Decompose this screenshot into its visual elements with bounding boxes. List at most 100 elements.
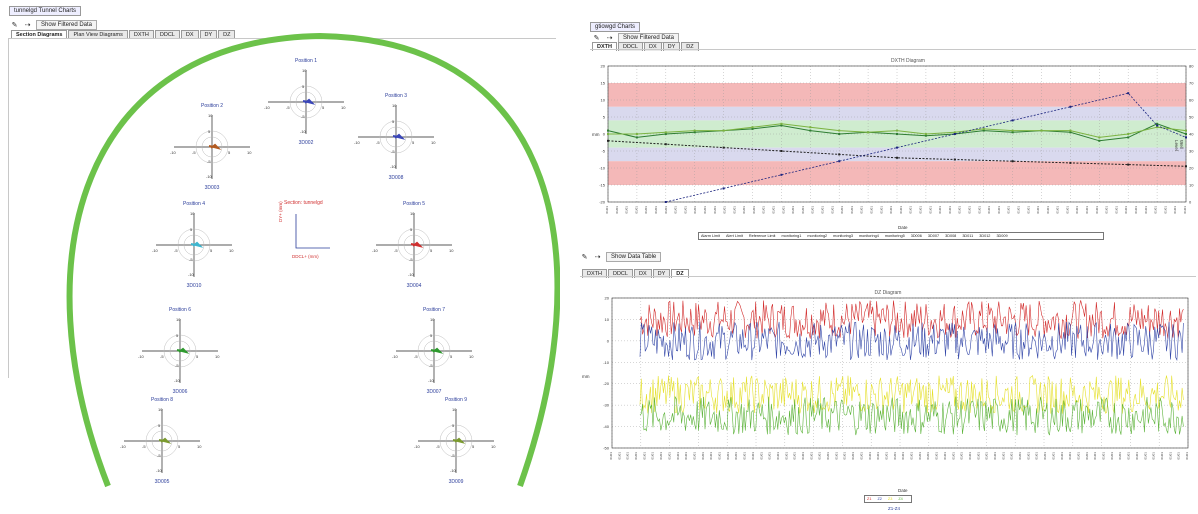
tick-label: -10 (206, 174, 213, 179)
x-tick-label: 01/01 (759, 452, 763, 460)
left-tab-plan-view-diagrams[interactable]: Plan View Diagrams (68, 30, 128, 39)
tick-label: -10 (138, 354, 145, 359)
arrow-icon[interactable]: ⇢ (24, 21, 31, 29)
y2-tick-label: 20 (1189, 166, 1194, 171)
data-point (953, 133, 956, 135)
x-tick-label: 01/01 (1135, 452, 1139, 460)
tick-label: -5 (174, 248, 178, 253)
x-tick-label: 01/01 (1185, 452, 1189, 460)
tick-label: 5 (472, 444, 475, 449)
tick-label: 10 (215, 354, 220, 359)
show-filtered-button[interactable]: Show Filtered Data (36, 20, 98, 30)
x-tick-label: 01/01 (868, 452, 872, 460)
position-plot-6: 10 5 -5 -10 -10 -5 5 10 Position 6 3D006 (138, 307, 220, 395)
dxth-window-title-tab[interactable]: gtiowgd Charts (590, 22, 641, 32)
legend-item: Z4 (898, 497, 903, 501)
window-title-tab[interactable]: tunnelgd Tunnel Charts (9, 6, 82, 16)
data-point (1098, 139, 1101, 142)
x-tick-label: 01/01 (960, 452, 964, 460)
y-tick-label: 0 (603, 132, 606, 137)
y-tick-label: 5 (603, 115, 606, 120)
left-tab-ddcl[interactable]: DDCL (154, 30, 180, 39)
legend-item: monitoring3 (833, 234, 854, 238)
range-circle (439, 424, 473, 458)
x-tick-label: 01/01 (821, 206, 825, 214)
displacement-trace (158, 437, 172, 444)
dxth-tab-dxth[interactable]: DXTH (592, 42, 617, 51)
arrow-icon[interactable]: ⇢ (594, 253, 601, 261)
x-tick-label: 01/01 (726, 452, 730, 460)
left-tab-section-diagrams[interactable]: Section Diagrams (11, 30, 68, 39)
x-tick-label: 01/01 (1085, 452, 1089, 460)
pin-icon[interactable]: ✎ (581, 253, 588, 261)
dxth-tab-dy[interactable]: DY (662, 42, 681, 51)
position-title: Position 7 (423, 307, 445, 313)
position-title: Position 1 (295, 58, 317, 64)
data-point (982, 129, 985, 132)
x-tick-label: 01/01 (801, 206, 805, 214)
data-point (607, 129, 609, 132)
dxth-tab-ddcl[interactable]: DDCL (617, 42, 643, 51)
left-tab-dxth[interactable]: DXTH (128, 30, 154, 39)
dz-y-label: mm (582, 374, 590, 379)
x-tick-label: 01/01 (651, 452, 655, 460)
dz-tab-dz[interactable]: DZ (671, 269, 689, 278)
dz-tab-ddcl[interactable]: DDCL (607, 269, 633, 278)
legend-item: 3D009 (996, 234, 1008, 238)
x-tick-label: 01/01 (718, 452, 722, 460)
legend-item: 3D012 (979, 234, 991, 238)
y2-tick-label: 0 (1189, 200, 1192, 205)
tick-label: -10 (188, 272, 195, 277)
left-tab-dy[interactable]: DY (199, 30, 218, 39)
data-point (1011, 129, 1014, 132)
x-tick-label: 01/01 (713, 206, 717, 214)
x-tick-label: 01/01 (644, 206, 648, 214)
dz-tab-dx[interactable]: DX (633, 269, 652, 278)
x-tick-label: 01/01 (948, 206, 952, 214)
x-tick-label: 01/01 (752, 206, 756, 214)
dxth-tab-dx[interactable]: DX (643, 42, 662, 51)
left-tab-dz[interactable]: DZ (218, 30, 236, 39)
y-tick-label: -30 (603, 403, 610, 408)
dz-frame (580, 276, 1196, 277)
pin-icon[interactable]: ✎ (11, 21, 18, 29)
x-tick-label: 01/01 (634, 452, 638, 460)
left-tab-dx[interactable]: DX (180, 30, 199, 39)
x-tick-label: 01/01 (993, 452, 997, 460)
tick-label: 5 (452, 423, 455, 428)
x-tick-label: 01/01 (801, 452, 805, 460)
x-tick-label: 01/01 (977, 206, 981, 214)
x-tick-label: 01/01 (734, 452, 738, 460)
x-tick-label: 01/01 (968, 452, 972, 460)
x-tick-label: 01/01 (870, 206, 874, 214)
arrow-icon[interactable]: ⇢ (606, 34, 613, 42)
tick-label: -10 (372, 248, 379, 253)
series-Z3 (639, 374, 1184, 415)
dz-show-data-button[interactable]: Show Data Table (606, 252, 662, 262)
x-tick-label: 01/01 (1093, 452, 1097, 460)
data-point (1156, 126, 1159, 129)
dz-tab-dy[interactable]: DY (652, 269, 671, 278)
dz-tab-dxth[interactable]: DXTH (582, 269, 607, 278)
x-tick-label: 01/01 (772, 206, 776, 214)
x-tick-label: 01/01 (1095, 206, 1099, 214)
range-circle (195, 130, 229, 164)
pin-icon[interactable]: ✎ (593, 34, 600, 42)
dxth-tab-dz[interactable]: DZ (681, 42, 699, 51)
x-tick-label: 01/01 (732, 206, 736, 214)
x-tick-label: 01/01 (742, 206, 746, 214)
x-tick-label: 01/01 (834, 452, 838, 460)
tunnel-arch-outline (66, 32, 560, 488)
x-tick-label: 01/01 (860, 206, 864, 214)
tick-label: -10 (390, 164, 397, 169)
x-tick-label: 01/01 (918, 206, 922, 214)
y-tick-label: 20 (605, 296, 610, 301)
tick-label: -5 (160, 354, 164, 359)
data-point (953, 158, 956, 161)
displacement-trace (430, 347, 444, 354)
tick-label: 5 (412, 140, 415, 145)
x-tick-label: 01/01 (830, 206, 834, 214)
tick-label: 5 (178, 444, 181, 449)
tick-label: 10 (392, 103, 397, 108)
data-point (1127, 163, 1130, 166)
